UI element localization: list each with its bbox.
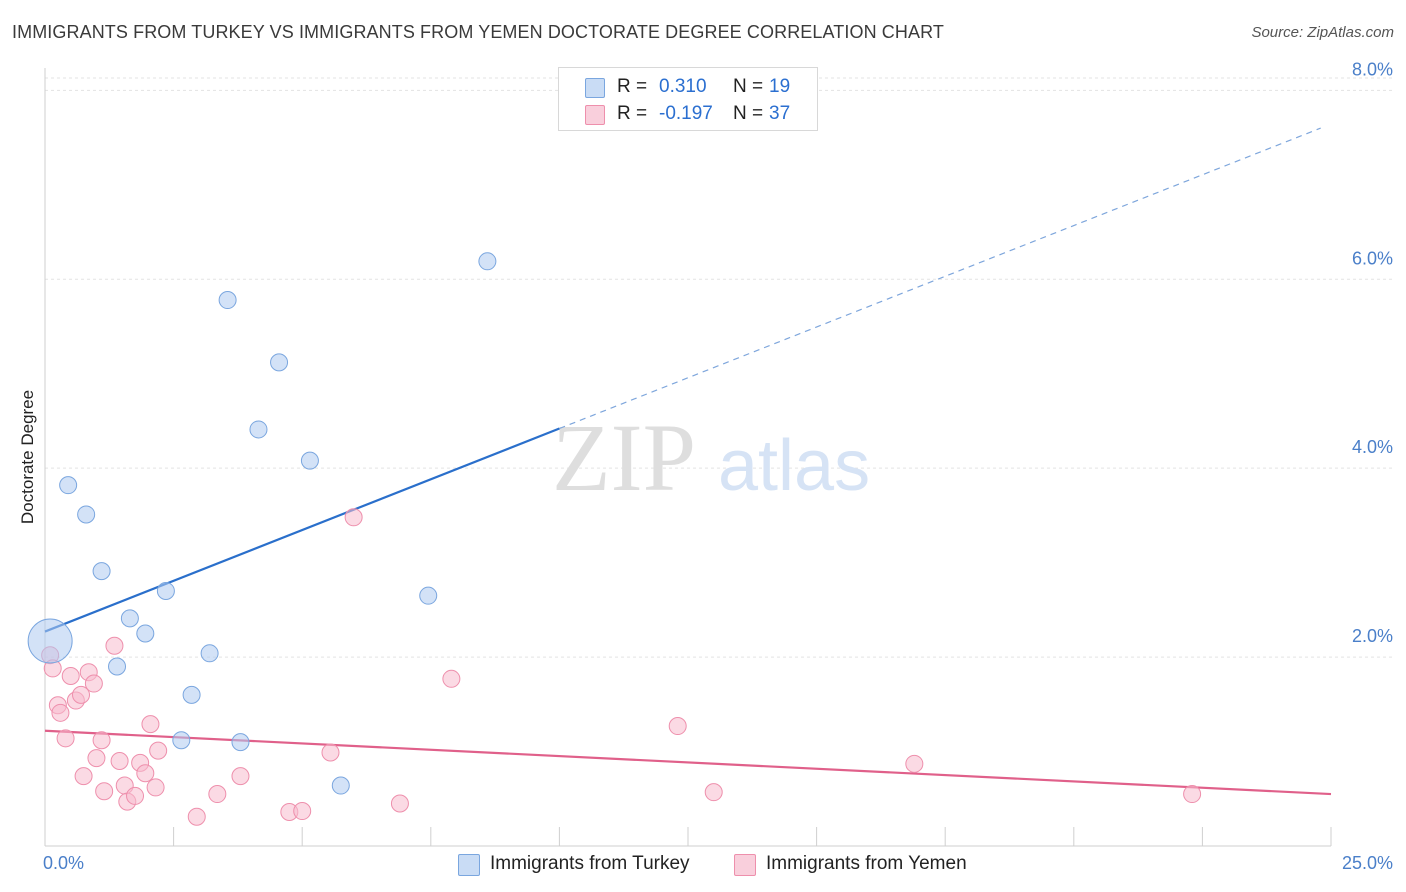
data-point-yemen	[1183, 785, 1202, 804]
legend-r-value-turkey: 0.310	[659, 76, 707, 97]
data-point-turkey	[120, 609, 139, 628]
legend-n-value-turkey: 19	[769, 76, 791, 97]
data-point-yemen	[84, 674, 103, 693]
data-point-turkey	[27, 618, 73, 664]
x-tick-label-min: 0.0%	[43, 853, 84, 873]
legend-n-label: N =	[733, 103, 764, 124]
legend-swatch-turkey	[585, 78, 605, 98]
data-point-turkey	[331, 776, 350, 795]
data-point-yemen	[92, 731, 111, 750]
series-swatch-yemen	[734, 854, 756, 876]
data-point-turkey	[182, 685, 201, 704]
data-points	[27, 252, 1202, 826]
gridlines	[45, 77, 1392, 658]
data-point-yemen	[136, 764, 155, 783]
data-point-yemen	[344, 508, 363, 527]
data-point-turkey	[92, 562, 111, 581]
data-point-turkey	[77, 505, 96, 524]
data-point-turkey	[270, 353, 289, 372]
legend-r-value-yemen: -0.197	[659, 103, 713, 124]
trend-line-turkey	[44, 427, 560, 633]
data-point-yemen	[704, 783, 723, 802]
series-swatch-turkey	[458, 854, 480, 876]
data-point-yemen	[905, 754, 924, 773]
source-label: Source: ZipAtlas.com	[1251, 24, 1394, 41]
data-point-yemen	[61, 666, 80, 685]
data-point-yemen	[442, 669, 461, 688]
data-point-yemen	[74, 767, 93, 786]
legend-r-label: R =	[617, 76, 648, 97]
data-point-turkey	[59, 476, 78, 495]
data-point-turkey	[300, 451, 319, 470]
data-point-yemen	[231, 767, 250, 786]
data-point-turkey	[200, 644, 219, 663]
watermark-atlas: atlas	[718, 426, 870, 506]
data-point-yemen	[146, 778, 165, 797]
axes	[44, 68, 1332, 847]
data-point-yemen	[56, 729, 75, 748]
legend-swatch-yemen	[585, 105, 605, 125]
data-point-yemen	[668, 717, 687, 736]
data-point-yemen	[87, 749, 106, 768]
watermark: ZIP atlas	[552, 404, 870, 511]
data-point-turkey	[156, 581, 175, 600]
watermark-zip: ZIP	[552, 404, 696, 511]
data-point-yemen	[105, 636, 124, 655]
data-point-yemen	[208, 785, 227, 804]
data-point-yemen	[293, 802, 312, 821]
data-point-turkey	[172, 731, 191, 750]
series-label-yemen: Immigrants from Yemen	[766, 853, 967, 874]
data-point-yemen	[187, 807, 206, 826]
data-point-yemen	[149, 741, 168, 760]
data-point-turkey	[231, 733, 250, 752]
y-tick-label: 2.0%	[1352, 626, 1393, 646]
series-label-turkey: Immigrants from Turkey	[490, 853, 690, 874]
data-point-turkey	[218, 291, 237, 310]
y-axis-title: Doctorate Degree	[18, 390, 37, 524]
correlation-legend: R = 0.310 N = 19 R = -0.197 N = 37	[558, 67, 818, 131]
axis-labels: 2.0% 4.0% 6.0% 8.0% 0.0% 25.0% Doctorate Degre…	[18, 59, 1393, 873]
data-point-yemen	[126, 786, 145, 805]
data-point-turkey	[136, 624, 155, 643]
x-tick-label-max: 25.0%	[1342, 853, 1393, 873]
y-tick-label: 8.0%	[1352, 59, 1393, 79]
data-point-turkey	[419, 586, 438, 605]
data-point-yemen	[51, 703, 70, 722]
trend-lines	[44, 127, 1332, 796]
trend-line-turkey-extrapolated	[559, 127, 1321, 430]
legend-n-value-yemen: 37	[769, 103, 791, 124]
y-tick-label: 6.0%	[1352, 248, 1393, 268]
data-point-yemen	[321, 743, 340, 762]
data-point-yemen	[110, 751, 129, 770]
y-tick-label: 4.0%	[1352, 437, 1393, 457]
data-point-turkey	[478, 252, 497, 271]
data-point-turkey	[249, 420, 268, 439]
chart-title: IMMIGRANTS FROM TURKEY VS IMMIGRANTS FRO…	[12, 22, 944, 42]
legend-n-label: N =	[733, 76, 764, 97]
data-point-yemen	[72, 685, 91, 704]
data-point-yemen	[95, 782, 114, 801]
trend-line-yemen	[44, 729, 1332, 796]
data-point-yemen	[141, 715, 160, 734]
legend-r-label: R =	[617, 103, 648, 124]
data-point-turkey	[108, 657, 127, 676]
data-point-yemen	[390, 794, 409, 813]
